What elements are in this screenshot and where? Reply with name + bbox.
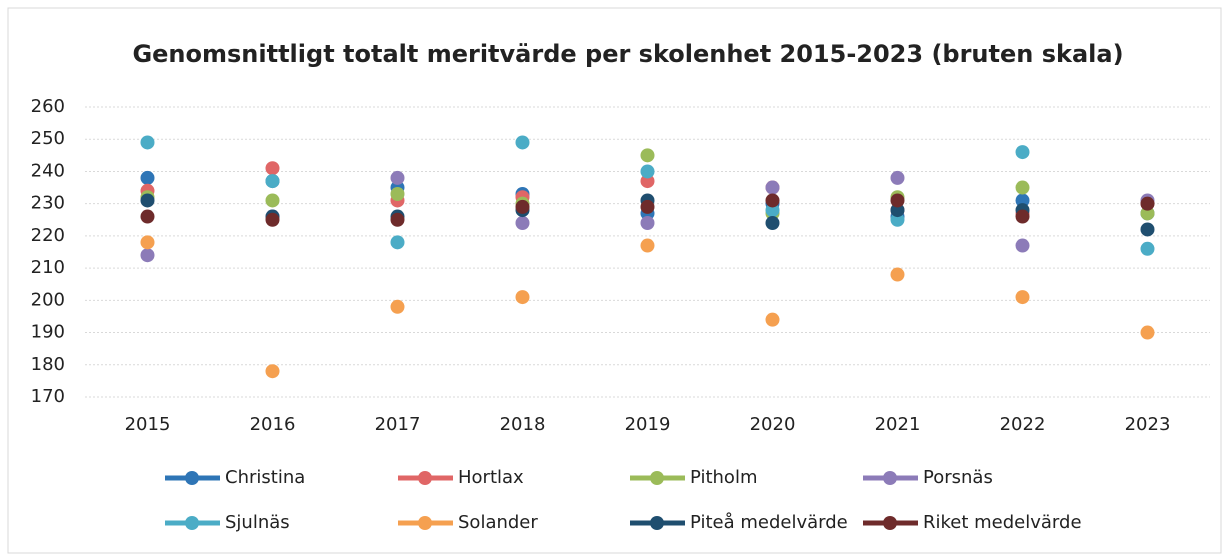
y-tick-label: 170 bbox=[31, 386, 65, 407]
x-tick-label: 2021 bbox=[875, 414, 921, 435]
x-tick-label: 2017 bbox=[375, 414, 421, 435]
series-marker bbox=[640, 164, 655, 179]
legend-label: Sjulnäs bbox=[225, 512, 290, 533]
y-tick-label: 210 bbox=[31, 257, 65, 278]
x-tick-label: 2023 bbox=[1125, 414, 1171, 435]
series-marker bbox=[1015, 193, 1030, 208]
series-marker bbox=[890, 170, 905, 185]
series-marker bbox=[640, 148, 655, 163]
legend-marker bbox=[418, 471, 432, 485]
legend-marker bbox=[883, 516, 897, 530]
series-marker bbox=[390, 299, 405, 314]
series-marker bbox=[890, 203, 905, 218]
y-tick-label: 200 bbox=[31, 289, 65, 310]
series-marker bbox=[1140, 241, 1155, 256]
series-marker bbox=[1015, 290, 1030, 305]
series-marker bbox=[765, 180, 780, 195]
series-marker bbox=[140, 209, 155, 224]
series-marker bbox=[640, 238, 655, 253]
series-marker bbox=[515, 199, 530, 214]
x-tick-label: 2019 bbox=[625, 414, 671, 435]
series-marker bbox=[265, 212, 280, 227]
chart-frame bbox=[7, 7, 1222, 554]
x-tick-label: 2018 bbox=[500, 414, 546, 435]
legend-marker bbox=[185, 471, 199, 485]
legend-label: Pitholm bbox=[690, 467, 757, 488]
series-marker bbox=[1140, 196, 1155, 211]
legend-marker bbox=[418, 516, 432, 530]
series-marker bbox=[265, 174, 280, 189]
x-tick-label: 2016 bbox=[250, 414, 296, 435]
legend-label: Riket medelvärde bbox=[923, 512, 1082, 533]
series-marker bbox=[140, 193, 155, 208]
series-marker bbox=[140, 170, 155, 185]
y-tick-label: 220 bbox=[31, 225, 65, 246]
legend-label: Christina bbox=[225, 467, 305, 488]
y-tick-label: 240 bbox=[31, 160, 65, 181]
y-tick-label: 180 bbox=[31, 354, 65, 375]
series-marker bbox=[390, 235, 405, 250]
series-marker bbox=[515, 290, 530, 305]
series-marker bbox=[765, 193, 780, 208]
series-marker bbox=[1140, 222, 1155, 237]
x-tick-label: 2022 bbox=[1000, 414, 1046, 435]
series-marker bbox=[1140, 206, 1155, 221]
series-marker bbox=[390, 212, 405, 227]
series-marker bbox=[265, 364, 280, 379]
legend-marker bbox=[883, 471, 897, 485]
series-marker bbox=[765, 203, 780, 218]
legend-label: Porsnäs bbox=[923, 467, 993, 488]
series-marker bbox=[390, 170, 405, 185]
y-tick-label: 230 bbox=[31, 193, 65, 214]
series-marker bbox=[1140, 325, 1155, 340]
series-marker bbox=[265, 161, 280, 176]
series-marker bbox=[390, 187, 405, 201]
series-marker bbox=[765, 312, 780, 327]
legend-label: Solander bbox=[458, 512, 538, 533]
series-marker bbox=[640, 199, 655, 214]
series-marker bbox=[890, 267, 905, 282]
series-marker bbox=[1015, 180, 1030, 195]
series-marker bbox=[515, 216, 530, 230]
series-marker bbox=[140, 248, 155, 263]
legend-marker bbox=[185, 516, 199, 530]
series-marker bbox=[1015, 238, 1030, 253]
series-marker bbox=[265, 193, 280, 208]
legend-marker bbox=[650, 471, 664, 485]
series-marker bbox=[140, 235, 155, 250]
series-marker bbox=[890, 212, 905, 227]
series-marker bbox=[640, 174, 655, 189]
series-marker bbox=[640, 216, 655, 230]
legend-marker bbox=[650, 516, 664, 530]
series-marker bbox=[515, 135, 530, 150]
y-tick-label: 250 bbox=[31, 128, 65, 149]
series-marker bbox=[1015, 209, 1030, 224]
series-marker bbox=[765, 216, 780, 230]
series-marker bbox=[1015, 145, 1030, 160]
legend-label: Piteå medelvärde bbox=[690, 512, 848, 533]
x-tick-label: 2015 bbox=[125, 414, 171, 435]
legend-label: Hortlax bbox=[458, 467, 524, 488]
series-marker bbox=[890, 193, 905, 208]
x-tick-label: 2020 bbox=[750, 414, 796, 435]
chart-title: Genomsnittligt totalt meritvärde per sko… bbox=[132, 40, 1123, 68]
series-marker bbox=[140, 135, 155, 150]
y-tick-label: 260 bbox=[31, 96, 65, 117]
y-tick-label: 190 bbox=[31, 322, 65, 343]
